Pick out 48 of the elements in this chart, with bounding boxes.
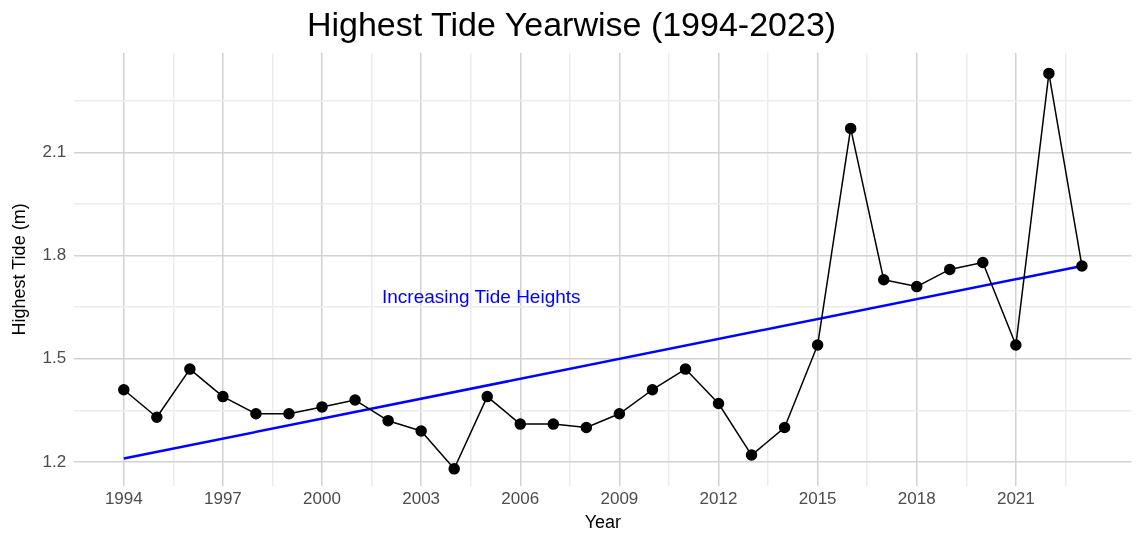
x-tick-label: 1994	[104, 488, 143, 508]
point	[877, 273, 890, 286]
annotation: Increasing Tide Heights	[382, 285, 581, 307]
point	[382, 414, 394, 427]
point	[1076, 260, 1088, 272]
point	[1010, 339, 1022, 351]
point	[151, 411, 163, 423]
x-axis-title: Year	[584, 512, 622, 533]
x-tick-label: 2012	[699, 488, 738, 508]
point	[712, 397, 725, 410]
x-tick-label: 2009	[600, 488, 639, 508]
x-tick-label: 2021	[996, 488, 1035, 508]
point	[217, 390, 229, 403]
point	[844, 122, 857, 135]
point	[811, 339, 824, 351]
point	[283, 408, 295, 420]
point	[1043, 67, 1055, 80]
point	[448, 463, 460, 475]
point	[778, 421, 791, 434]
y-tick-label: 1.2	[42, 451, 67, 471]
chart-title: Highest Tide Yearwise (1994-2023)	[306, 4, 837, 43]
point	[415, 425, 427, 437]
x-tick-label: 2003	[402, 488, 441, 508]
point	[514, 418, 527, 430]
point	[910, 280, 923, 293]
point	[184, 363, 196, 375]
x-tick-label: 1997	[204, 488, 242, 508]
y-tick-label: 1.8	[42, 245, 67, 265]
point	[745, 449, 758, 461]
point	[679, 363, 692, 375]
point	[118, 383, 130, 396]
point	[646, 383, 659, 396]
x-tick-label: 2018	[897, 488, 936, 508]
x-tick-label: 2000	[303, 488, 341, 508]
point	[977, 256, 989, 269]
y-axis-title: Highest Tide (m)	[8, 203, 29, 336]
point	[547, 418, 560, 430]
point	[613, 408, 626, 420]
point	[944, 263, 956, 276]
y-tick-label: 2.1	[42, 142, 67, 162]
point	[316, 401, 328, 413]
point	[250, 408, 262, 420]
x-tick-label: 2015	[798, 488, 837, 508]
y-tick-label: 1.5	[42, 348, 67, 368]
point	[349, 394, 361, 406]
point	[481, 390, 493, 403]
point	[580, 421, 593, 434]
x-tick-label: 2006	[501, 488, 540, 508]
